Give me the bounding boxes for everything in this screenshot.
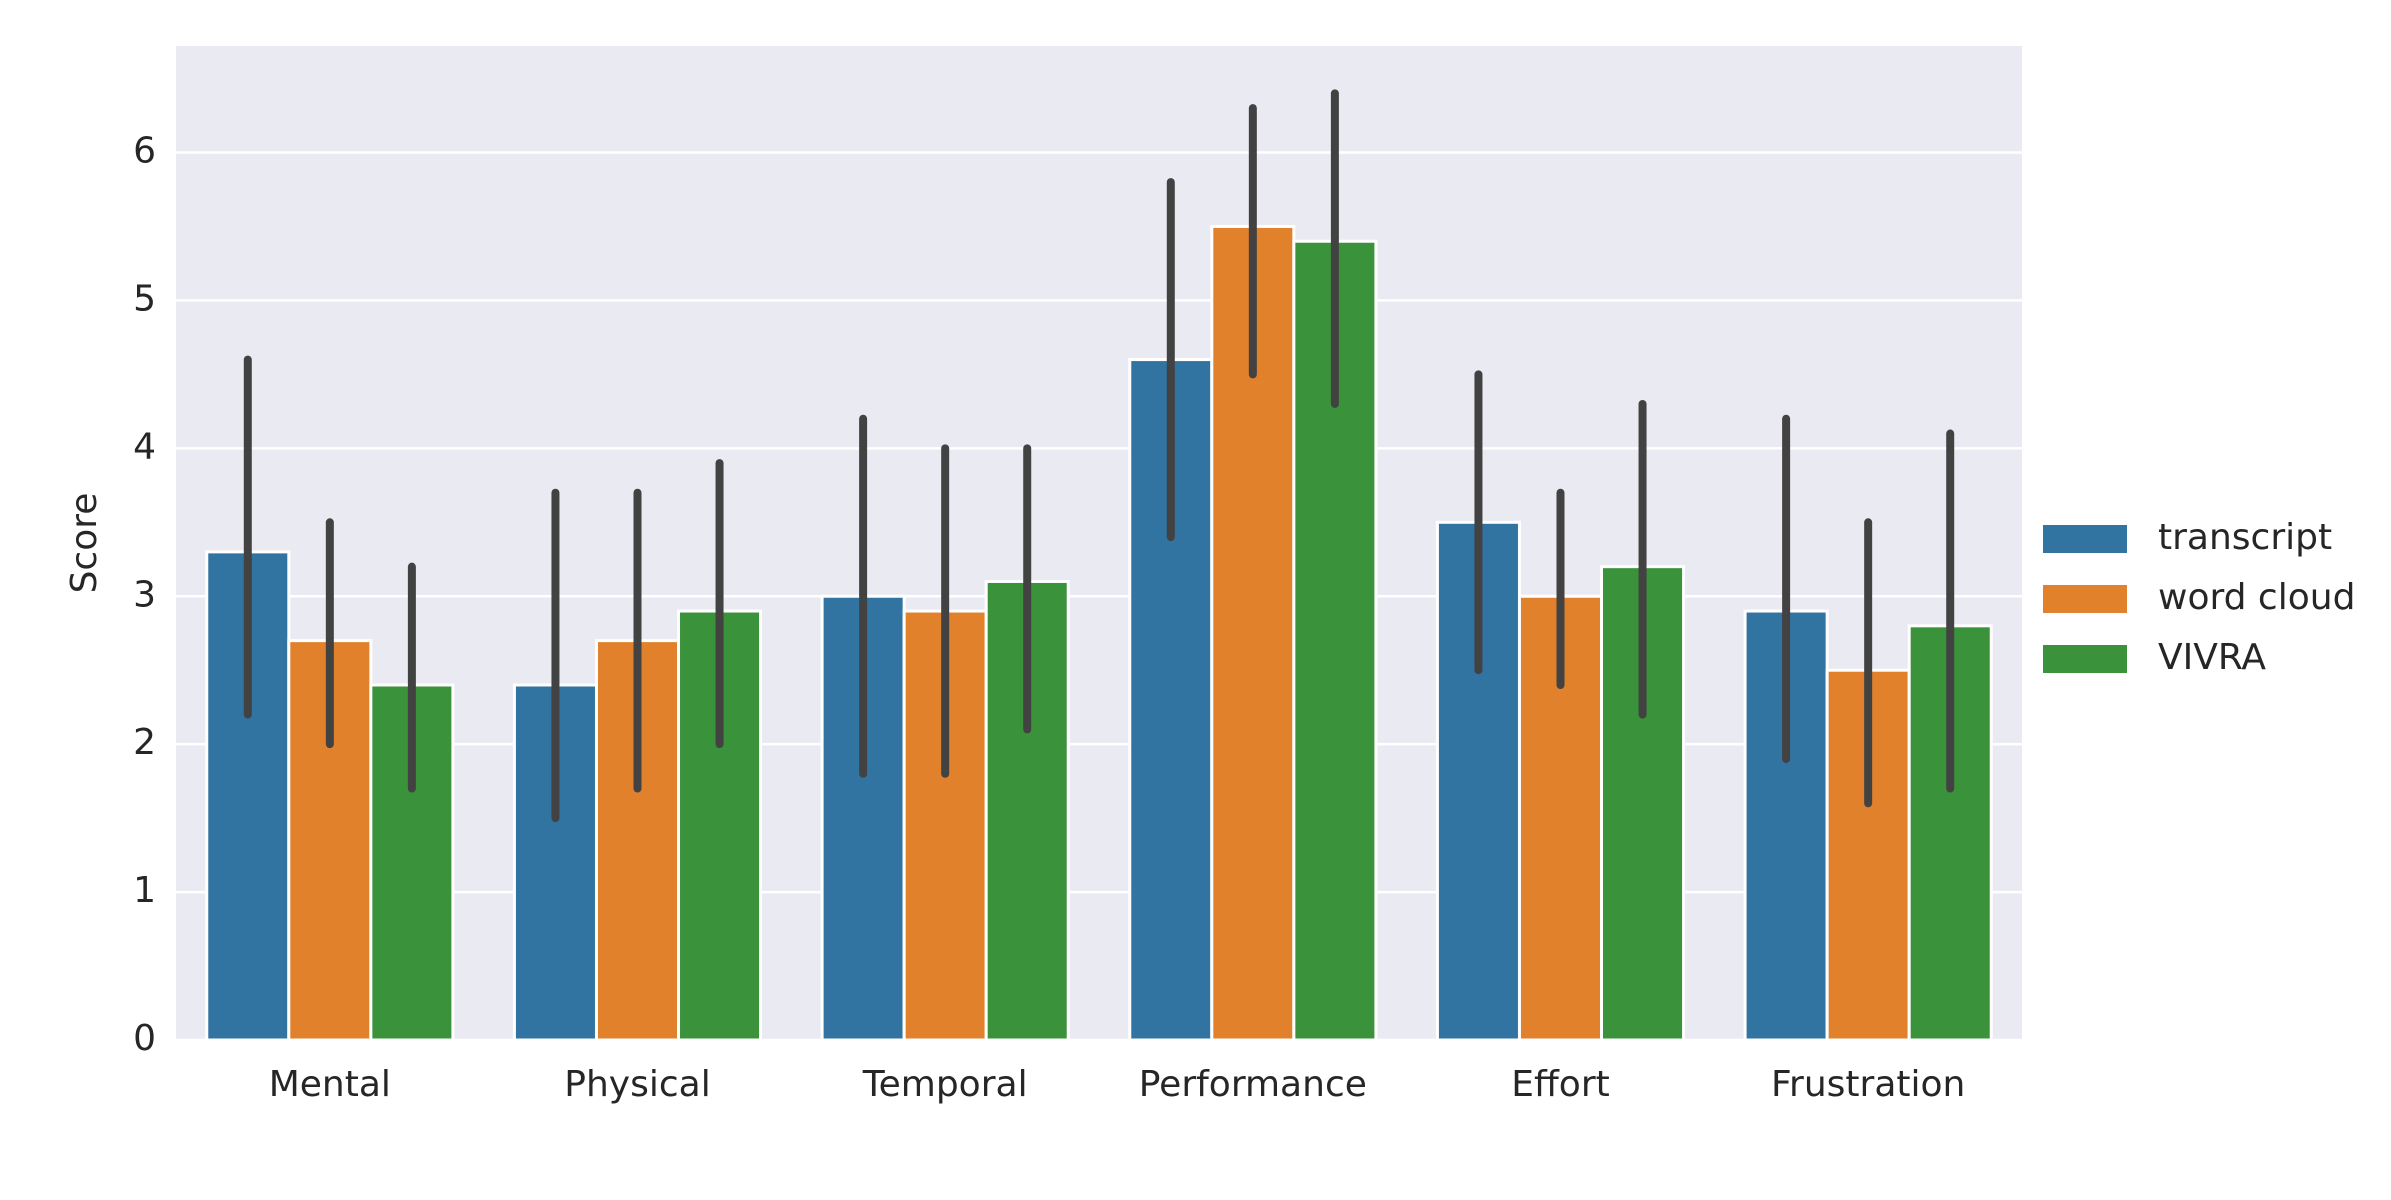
y-tick-label: 2 [133, 722, 156, 763]
x-tick-label: Temporal [862, 1064, 1028, 1105]
y-tick-label: 4 [133, 426, 156, 467]
x-tick-label: Performance [1139, 1064, 1367, 1105]
y-tick-label: 6 [133, 131, 156, 172]
plot-background [176, 46, 2022, 1040]
x-tick-label: Frustration [1771, 1064, 1965, 1105]
legend-label: word cloud [2158, 577, 2355, 618]
legend-label: transcript [2158, 517, 2332, 558]
legend-swatch [2043, 645, 2127, 673]
x-tick-label: Mental [269, 1064, 391, 1105]
y-axis-label: Score [64, 493, 105, 594]
legend-label: VIVRA [2158, 637, 2266, 678]
y-tick-label: 1 [133, 870, 156, 911]
y-tick-label: 0 [133, 1018, 156, 1059]
y-tick-label: 5 [133, 278, 156, 319]
x-tick-label: Effort [1511, 1064, 1610, 1105]
x-tick-label: Physical [564, 1064, 710, 1105]
y-tick-label: 3 [133, 574, 156, 615]
legend-swatch [2043, 585, 2127, 613]
legend-swatch [2043, 525, 2127, 553]
